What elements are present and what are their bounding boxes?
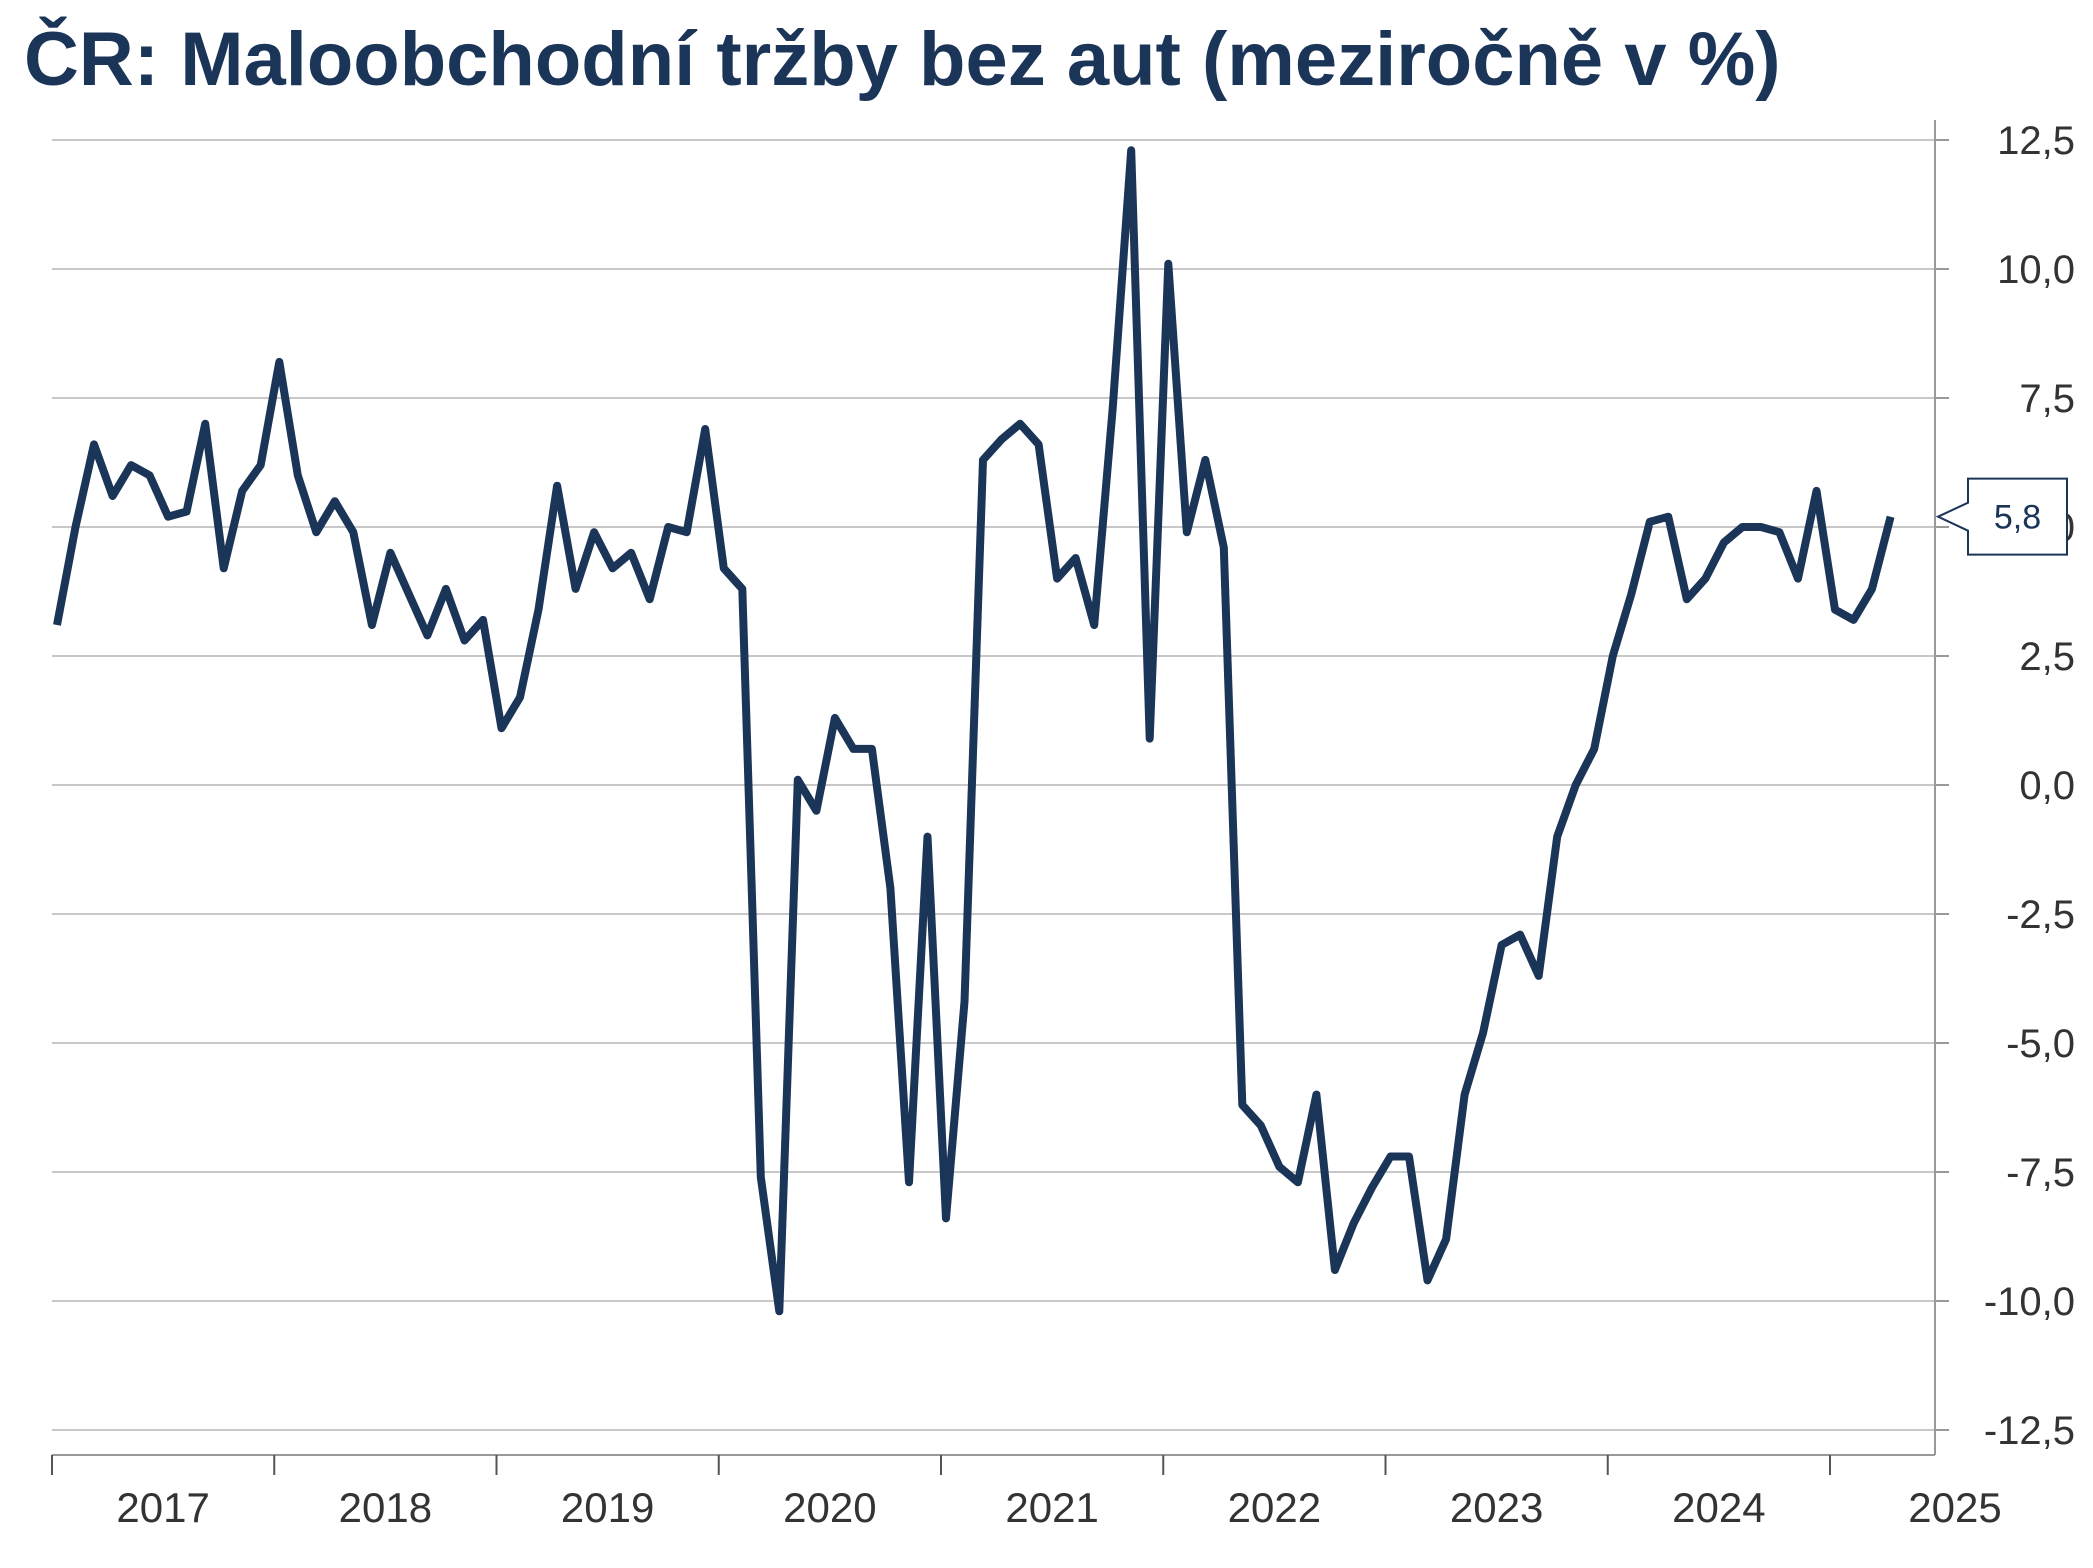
y-tick-label: 0,0 — [2019, 764, 2075, 808]
x-tick-label: 2021 — [1005, 1484, 1098, 1531]
gridlines — [52, 139, 1935, 1431]
y-tick-label: 2,5 — [2019, 635, 2075, 679]
series-line — [53, 146, 1895, 1316]
y-tick-label: -12,5 — [1984, 1409, 2075, 1453]
y-tick-label: 10,0 — [1997, 248, 2075, 292]
x-tick-label: 2024 — [1672, 1484, 1765, 1531]
y-tick-label: -2,5 — [2006, 893, 2075, 937]
series-layer — [53, 146, 1895, 1316]
y-tick-label: -10,0 — [1984, 1280, 2075, 1324]
axes — [51, 120, 1949, 1475]
y-tick-label: -7,5 — [2006, 1151, 2075, 1195]
chart-title: ČR: Maloobchodní tržby bez aut (meziročn… — [24, 17, 1781, 102]
x-tick-label: 2017 — [116, 1484, 209, 1531]
x-tick-label: 2025 — [1908, 1484, 2001, 1531]
x-tick-label: 2018 — [339, 1484, 432, 1531]
last-value-callout — [1935, 477, 2068, 556]
last-value-label: 5,8 — [1994, 499, 2041, 537]
x-tick-label: 2022 — [1228, 1484, 1321, 1531]
y-tick-label: 12,5 — [1997, 119, 2075, 163]
x-tick-label: 2020 — [783, 1484, 876, 1531]
x-tick-label: 2023 — [1450, 1484, 1543, 1531]
x-tick-label: 2019 — [561, 1484, 654, 1531]
labels: 12,510,07,55,02,50,0-2,5-5,0-7,5-10,0-12… — [116, 119, 2075, 1531]
y-tick-label: -5,0 — [2006, 1022, 2075, 1066]
y-tick-label: 7,5 — [2019, 377, 2075, 421]
